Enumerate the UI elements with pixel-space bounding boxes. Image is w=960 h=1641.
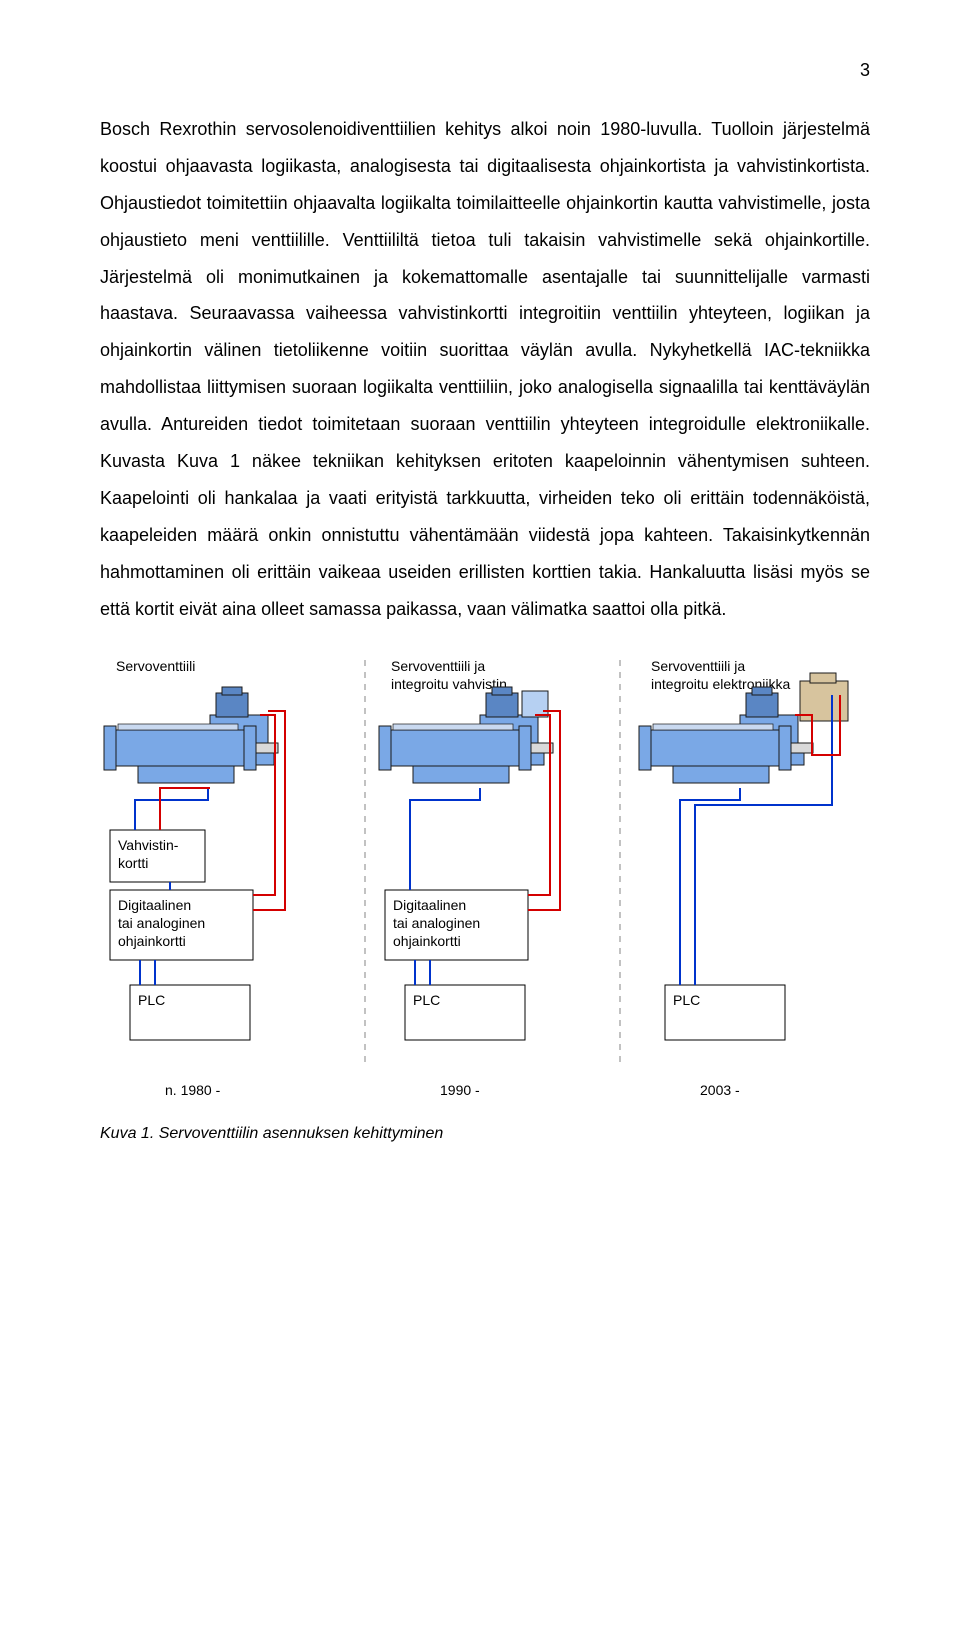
svg-text:Vahvistin-: Vahvistin- (118, 837, 179, 853)
caption-lead: Kuva 1. (100, 1125, 154, 1142)
body-paragraph: Bosch Rexrothin servosolenoidiventtiilie… (100, 111, 870, 627)
svg-text:PLC: PLC (138, 992, 165, 1008)
svg-text:tai analoginen: tai analoginen (118, 915, 205, 931)
svg-text:ohjainkortti: ohjainkortti (393, 933, 461, 949)
svg-text:PLC: PLC (413, 992, 440, 1008)
svg-text:1990 -: 1990 - (440, 1082, 480, 1098)
svg-text:Digitaalinen: Digitaalinen (393, 897, 466, 913)
svg-text:Servoventtiili ja: Servoventtiili ja (391, 658, 485, 674)
figure-caption: Kuva 1. Servoventtiilin asennuksen kehit… (100, 1125, 870, 1143)
figure-container: Servoventtiili Vahvistin-kortti Digitaalin… (100, 655, 870, 1143)
svg-text:Digitaalinen: Digitaalinen (118, 897, 191, 913)
figure-diagram: Servoventtiili Vahvistin-kortti Digitaalin… (100, 655, 870, 1115)
svg-text:kortti: kortti (118, 855, 148, 871)
caption-rest: Servoventtiilin asennuksen kehittyminen (159, 1125, 444, 1142)
svg-text:integroitu vahvistin: integroitu vahvistin (391, 676, 507, 692)
page-number: 3 (100, 60, 870, 81)
svg-text:Servoventtiili: Servoventtiili (116, 658, 195, 674)
svg-text:2003 -: 2003 - (700, 1082, 740, 1098)
svg-text:PLC: PLC (673, 992, 700, 1008)
svg-text:Servoventtiili ja: Servoventtiili ja (651, 658, 745, 674)
svg-text:ohjainkortti: ohjainkortti (118, 933, 186, 949)
page: 3 Bosch Rexrothin servosolenoidiventtiil… (0, 0, 960, 1183)
svg-text:n. 1980 -: n. 1980 - (165, 1082, 221, 1098)
svg-text:tai analoginen: tai analoginen (393, 915, 480, 931)
